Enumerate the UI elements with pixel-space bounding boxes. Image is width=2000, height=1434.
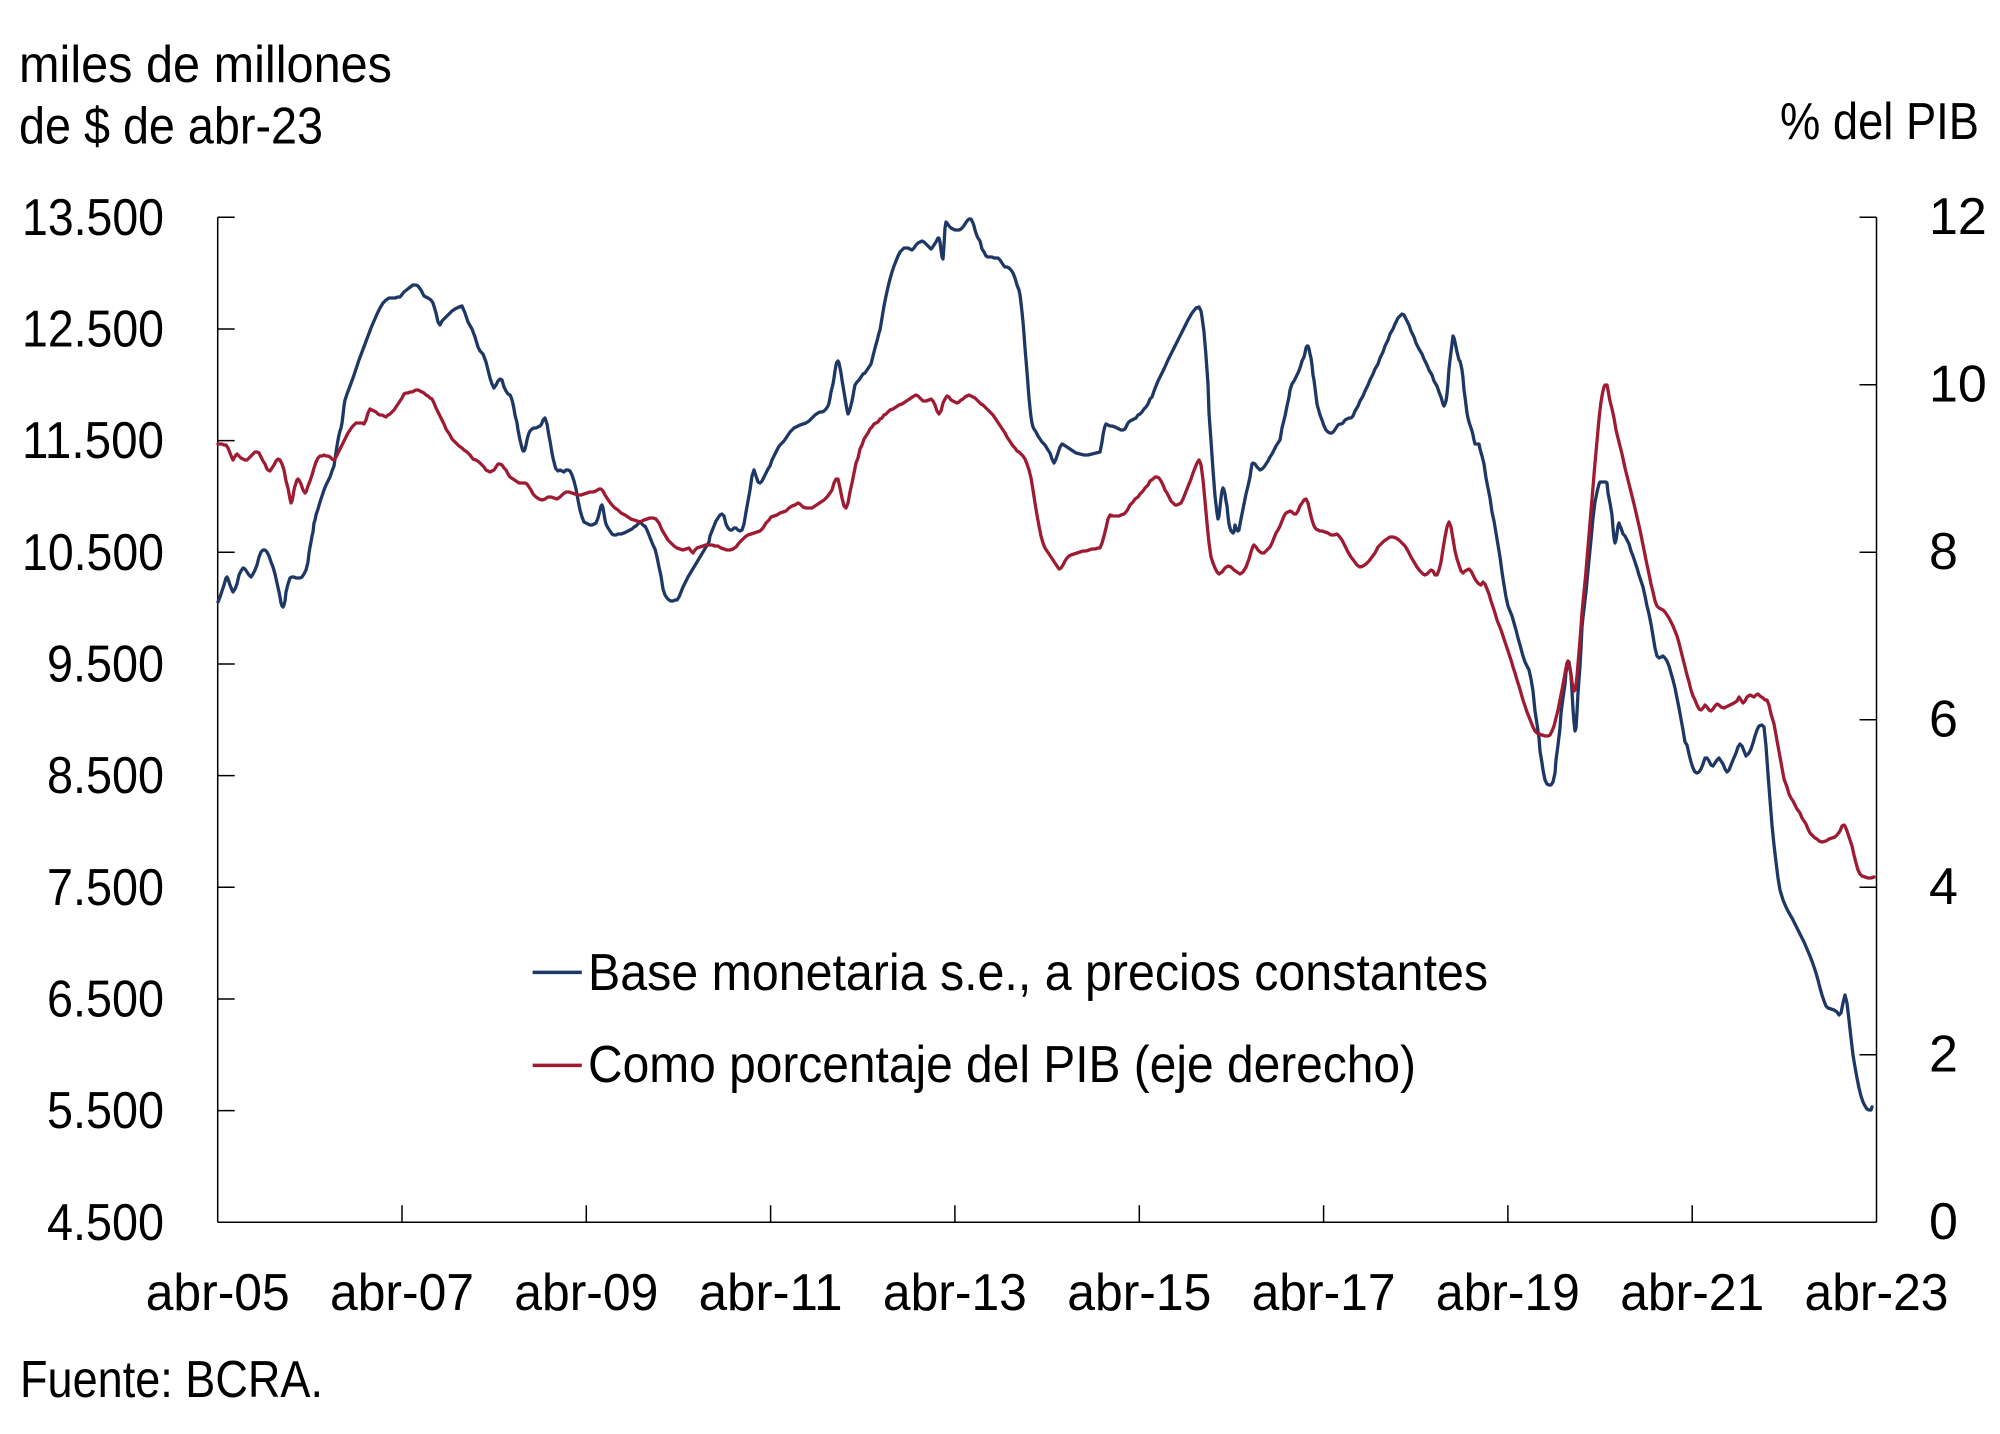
svg-text:abr-11: abr-11 — [699, 1264, 843, 1322]
svg-text:10.500: 10.500 — [22, 524, 164, 582]
svg-text:abr-07: abr-07 — [330, 1264, 474, 1322]
svg-text:8.500: 8.500 — [47, 747, 164, 805]
svg-text:abr-13: abr-13 — [883, 1264, 1027, 1322]
svg-text:10: 10 — [1929, 355, 1987, 413]
svg-text:12: 12 — [1929, 188, 1987, 246]
svg-text:abr-21: abr-21 — [1620, 1264, 1764, 1322]
svg-text:Fuente: BCRA.: Fuente: BCRA. — [20, 1351, 323, 1409]
svg-text:abr-23: abr-23 — [1805, 1264, 1949, 1322]
svg-text:2: 2 — [1929, 1025, 1958, 1083]
svg-text:4: 4 — [1929, 858, 1958, 916]
svg-text:6: 6 — [1929, 690, 1958, 748]
svg-text:abr-17: abr-17 — [1252, 1264, 1396, 1322]
svg-text:de $ de abr-23: de $ de abr-23 — [19, 98, 323, 156]
svg-text:abr-09: abr-09 — [514, 1264, 658, 1322]
svg-text:abr-05: abr-05 — [146, 1264, 290, 1322]
svg-text:4.500: 4.500 — [47, 1194, 164, 1252]
svg-text:miles de millones: miles de millones — [19, 36, 392, 94]
svg-text:0: 0 — [1929, 1193, 1958, 1251]
svg-text:abr-19: abr-19 — [1436, 1264, 1580, 1322]
svg-text:Base monetaria s.e., a precios: Base monetaria s.e., a precios constante… — [588, 944, 1488, 1002]
svg-text:13.500: 13.500 — [22, 189, 164, 247]
svg-text:abr-15: abr-15 — [1067, 1264, 1211, 1322]
svg-text:% del PIB: % del PIB — [1780, 93, 1979, 151]
svg-text:5.500: 5.500 — [47, 1082, 164, 1140]
svg-text:11.500: 11.500 — [22, 412, 164, 470]
svg-text:Como porcentaje del PIB (eje d: Como porcentaje del PIB (eje derecho) — [588, 1036, 1416, 1094]
svg-text:8: 8 — [1929, 523, 1958, 581]
svg-text:9.500: 9.500 — [47, 636, 164, 694]
svg-text:12.500: 12.500 — [22, 301, 164, 359]
svg-text:6.500: 6.500 — [47, 971, 164, 1029]
svg-text:7.500: 7.500 — [47, 859, 164, 917]
